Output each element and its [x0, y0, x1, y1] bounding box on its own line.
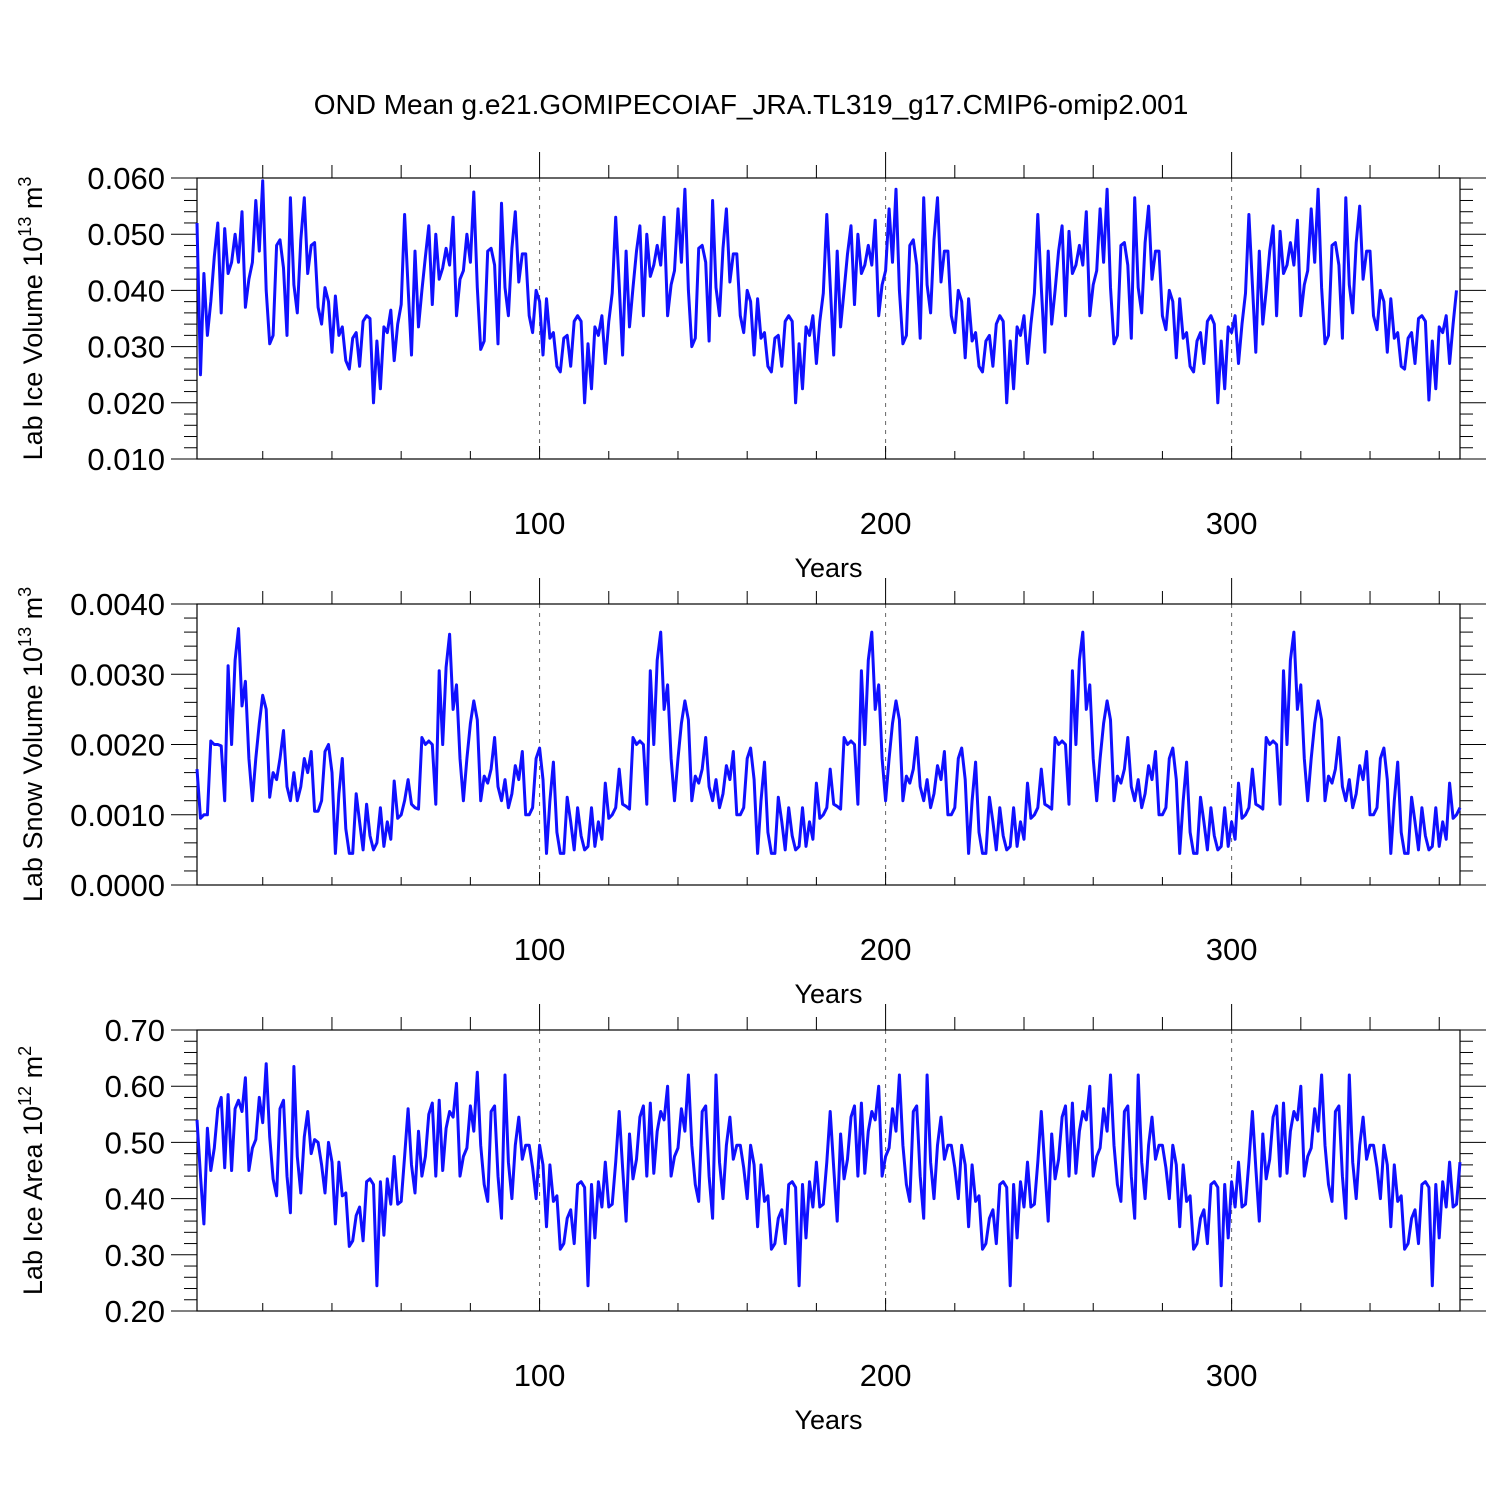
y-axis-label-text: Lab Ice Area 10: [18, 1106, 48, 1295]
y-tick-label: 0.0010: [70, 798, 165, 833]
y-tick-label: 0.040: [87, 273, 165, 308]
y-axis-label: Lab Snow Volume 1013 m3: [15, 587, 48, 902]
y-tick-label: 0.0000: [70, 868, 165, 903]
plot-frame: [196, 1029, 1461, 1312]
x-tick-label: 200: [860, 506, 912, 541]
chart-panel-ice-volume: 0.010 0.020 0.030 0.040 0.050 0.060 100 200 300 Y…: [15, 152, 1486, 583]
y-tick-label: 0.0020: [70, 728, 165, 763]
series-line-ice-area: [195, 1062, 1462, 1288]
y-tick-label: 0.010: [87, 442, 165, 477]
y-axis-label-exponent: 12: [15, 1086, 35, 1106]
y-tick-label: 0.050: [87, 217, 165, 252]
x-axis-label: Years: [794, 1405, 862, 1435]
y-axis-label-unit-exponent: 3: [15, 587, 35, 597]
x-axis-label: Years: [794, 553, 862, 583]
y-tick-label: 0.40: [105, 1182, 165, 1217]
chart-panel-snow-volume: 0.0000 0.0010 0.0020 0.0030 0.0040 100 200 300 Y…: [15, 578, 1486, 1009]
y-axis-label: Lab Ice Volume 1013 m3: [15, 177, 48, 461]
y-tick-label: 0.0030: [70, 657, 165, 692]
y-tick-label: 0.0040: [70, 587, 165, 622]
y-axis-label-text: Lab Snow Volume 10: [18, 647, 48, 902]
y-axis-label-unit: m: [18, 597, 48, 627]
y-tick-label: 0.60: [105, 1069, 165, 1104]
y-axis-label-exponent: 13: [15, 627, 35, 647]
y-axis-label-unit: m: [18, 1056, 48, 1086]
x-tick-label: 200: [860, 1358, 912, 1393]
plot-frame: [196, 177, 1461, 460]
x-tick-label: 100: [514, 932, 566, 967]
y-axis-label-unit: m: [18, 187, 48, 217]
x-tick-label: 300: [1206, 1358, 1258, 1393]
x-axis-label: Years: [794, 979, 862, 1009]
series-line-snow-volume: [195, 627, 1462, 855]
y-tick-label: 0.030: [87, 330, 165, 365]
x-tick-label: 200: [860, 932, 912, 967]
y-tick-label: 0.060: [87, 161, 165, 196]
y-axis-label-text: Lab Ice Volume 10: [18, 237, 48, 461]
y-axis-label-unit-exponent: 3: [15, 177, 35, 187]
y-tick-label: 0.20: [105, 1294, 165, 1329]
y-tick-label: 0.50: [105, 1125, 165, 1160]
chart-panel-ice-area: 0.20 0.30 0.40 0.50 0.60 0.70 100 200 300 Years La…: [15, 1004, 1486, 1435]
y-axis-label-exponent: 13: [15, 217, 35, 237]
y-axis-label-unit-exponent: 2: [15, 1046, 35, 1056]
x-tick-label: 300: [1206, 932, 1258, 967]
x-tick-label: 100: [514, 1358, 566, 1393]
y-tick-label: 0.30: [105, 1238, 165, 1273]
x-tick-label: 300: [1206, 506, 1258, 541]
figure-title: OND Mean g.e21.GOMIPECOIAF_JRA.TL319_g17…: [314, 89, 1189, 120]
x-tick-label: 100: [514, 506, 566, 541]
y-tick-label: 0.020: [87, 386, 165, 421]
y-tick-label: 0.70: [105, 1013, 165, 1048]
y-axis-label: Lab Ice Area 1012 m2: [15, 1046, 48, 1295]
series-line-ice-volume: [195, 179, 1458, 405]
